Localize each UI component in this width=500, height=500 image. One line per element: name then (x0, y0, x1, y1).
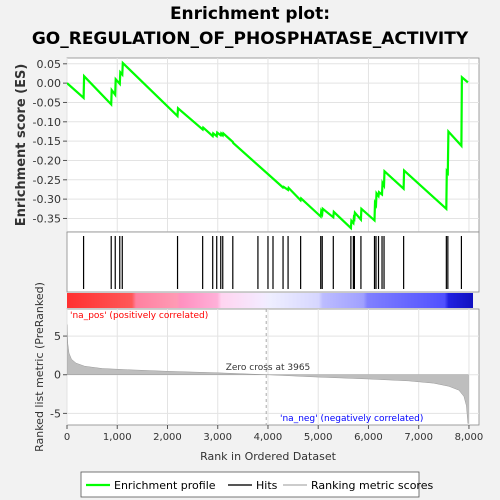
x-tick-label: 1,000 (103, 432, 132, 443)
legend-profile-label: Enrichment profile (114, 479, 216, 492)
rank-color-bar (67, 293, 473, 308)
es-y-tick-label: -0.35 (33, 212, 61, 225)
metric-y-tick-label: -5 (50, 407, 61, 420)
x-tick-label: 2,000 (153, 432, 182, 443)
enrichment-profile-line (67, 60, 469, 231)
x-tick-label: 8,000 (455, 432, 484, 443)
es-y-tick-label: -0.05 (33, 96, 61, 109)
x-tick-label: 4,000 (254, 432, 283, 443)
es-y-tick-label: 0.00 (37, 77, 62, 90)
metric-panel (66, 308, 480, 426)
x-tick-label: 5,000 (304, 432, 333, 443)
es-y-tick-label: -0.15 (33, 135, 61, 148)
metric-y-ticks: 5 0 -5 (50, 330, 67, 420)
pos-correlated-label: 'na_pos' (positively correlated) (70, 311, 208, 321)
x-tick-label: 3,000 (203, 432, 232, 443)
es-y-tick-label: -0.25 (33, 174, 61, 187)
es-y-tick-label: -0.20 (33, 154, 61, 167)
es-y-tick-label: -0.30 (33, 193, 61, 206)
es-y-tick-label: -0.10 (33, 116, 61, 129)
chart-title-line2: GO_REGULATION_OF_PHOSPHATASE_ACTIVITY (32, 29, 469, 49)
neg-correlated-label: 'na_neg' (negatively correlated) (280, 414, 423, 424)
legend-hits-label: Hits (256, 479, 278, 492)
legend: Enrichment profile Hits Ranking metric s… (80, 471, 433, 498)
metric-y-tick-label: 0 (54, 369, 61, 382)
x-tick-label: 6,000 (354, 432, 383, 443)
ranking-metric-area (67, 324, 469, 424)
es-y-ticks: 0.05 0.00 -0.05 -0.10 -0.15 -0.20 -0.25 -0.30 -0… (33, 58, 67, 225)
legend-metric-label: Ranking metric scores (311, 479, 433, 492)
chart-title-line1: Enrichment plot: (170, 4, 330, 24)
x-ticks: 0 1,000 2,000 3,000 4,000 5,000 6,000 7,000 8,00… (64, 425, 483, 443)
es-y-tick-label: 0.05 (37, 58, 62, 71)
x-axis-label: Rank in Ordered Dataset (200, 450, 337, 463)
x-tick-label: 0 (64, 432, 70, 443)
metric-y-tick-label: 5 (54, 330, 61, 343)
x-tick-label: 7,000 (404, 432, 433, 443)
es-y-axis-label: Enrichment score (ES) (14, 64, 29, 227)
es-panel (66, 57, 480, 233)
hit-markers (82, 236, 463, 289)
metric-y-axis-label: Ranked list metric (PreRanked) (33, 282, 46, 452)
es-gridlines (66, 58, 479, 232)
zero-cross-label: Zero cross at 3965 (226, 363, 311, 373)
